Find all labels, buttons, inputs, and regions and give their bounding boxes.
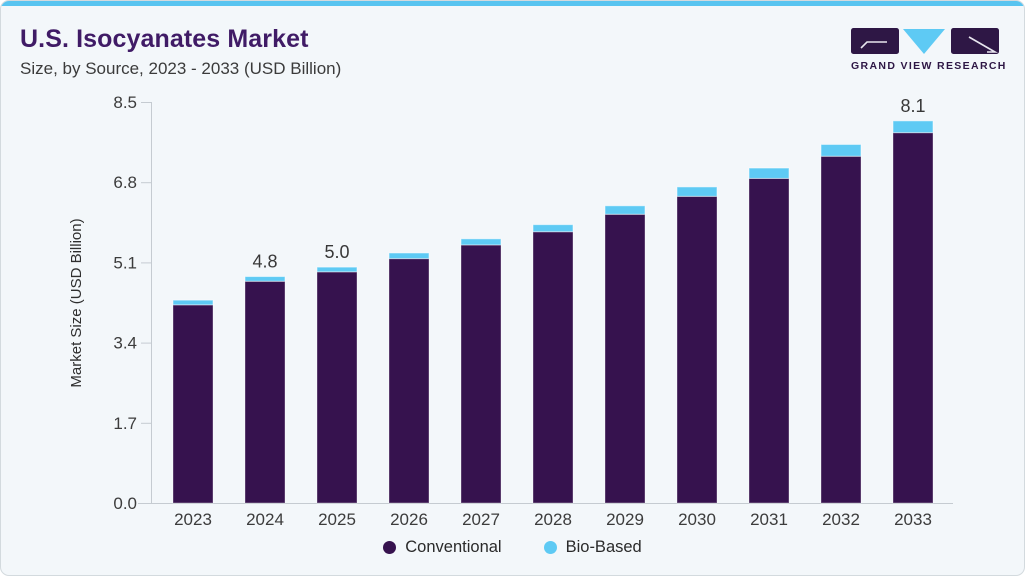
page-subtitle: Size, by Source, 2023 - 2033 (USD Billio…: [20, 59, 342, 78]
legend-label: Conventional: [405, 538, 502, 556]
bar-2033-conventional: [892, 132, 934, 504]
bar-2031-bio-based: [748, 167, 790, 179]
bar-2025-bio-based: [316, 266, 358, 273]
y-tick-label-5.1: 5.1: [113, 253, 137, 272]
bar-2027-conventional: [460, 244, 502, 504]
bar-2028-conventional: [532, 231, 574, 504]
x-tick-label-2025: 2025: [318, 510, 356, 529]
bar-value-label-2033: 8.1: [900, 96, 925, 116]
accent-top-border: [1, 1, 1024, 6]
logo-g-stroke: [860, 41, 887, 49]
bar-2023-conventional: [172, 304, 214, 504]
brand-name: GRAND VIEW RESEARCH: [851, 60, 1007, 72]
bar-2023-bio-based: [172, 299, 214, 306]
bar-2024-bio-based: [244, 276, 286, 282]
x-tick-label-2027: 2027: [462, 510, 500, 529]
x-tick-label-2030: 2030: [678, 510, 716, 529]
logo-v-triangle: [903, 29, 945, 54]
bar-2031-conventional: [748, 177, 790, 504]
legend-label: Bio-Based: [565, 538, 642, 556]
brand-logo: GRAND VIEW RESEARCH: [851, 28, 1007, 72]
legend-item-conventional: Conventional: [383, 538, 502, 557]
logo-g-block: [851, 28, 899, 54]
bar-2030-bio-based: [676, 186, 718, 197]
y-axis-title: Market Size (USD Billion): [68, 218, 85, 387]
page-title: U.S. Isocyanates Market: [20, 25, 309, 53]
bar-value-label-2025: 5.0: [324, 242, 349, 262]
bar-value-label-2024: 4.8: [252, 252, 277, 272]
bar-2027-bio-based: [460, 238, 502, 246]
y-tick-label-6.8: 6.8: [113, 173, 137, 192]
legend-dot-icon: [383, 541, 397, 554]
x-tick-label-2033: 2033: [894, 510, 932, 529]
y-tick-label-0.0: 0.0: [113, 494, 137, 513]
y-tick-label-1.7: 1.7: [113, 414, 137, 433]
gvr-logo-icon: [851, 28, 999, 54]
bar-2029-bio-based: [604, 205, 646, 215]
legend-item-bio-based: Bio-Based: [543, 538, 642, 557]
y-tick-label-8.5: 8.5: [113, 93, 137, 112]
x-tick-label-2024: 2024: [246, 510, 284, 529]
bar-2025-conventional: [316, 271, 358, 504]
y-tick-label-3.4: 3.4: [113, 334, 137, 353]
bar-2032-bio-based: [820, 143, 862, 157]
bar-2032-conventional: [820, 155, 862, 504]
bar-2026-bio-based: [388, 252, 430, 260]
chart-header: U.S. Isocyanates Market Size, by Source,…: [20, 25, 341, 79]
bar-2033-bio-based: [892, 120, 934, 134]
bar-2030-conventional: [676, 195, 718, 504]
x-tick-label-2029: 2029: [606, 510, 644, 529]
bar-2026-conventional: [388, 258, 430, 504]
logo-r-stroke: [968, 36, 998, 53]
x-tick-label-2028: 2028: [534, 510, 572, 529]
x-tick-label-2031: 2031: [750, 510, 788, 529]
x-tick-label-2026: 2026: [390, 510, 428, 529]
bar-2024-conventional: [244, 280, 286, 504]
legend-dot-icon: [543, 541, 557, 554]
bar-2028-bio-based: [532, 224, 574, 233]
bar-2029-conventional: [604, 213, 646, 504]
x-tick-label-2032: 2032: [822, 510, 860, 529]
x-tick-label-2023: 2023: [174, 510, 212, 529]
chart-legend: Conventional Bio-Based: [1, 538, 1024, 557]
